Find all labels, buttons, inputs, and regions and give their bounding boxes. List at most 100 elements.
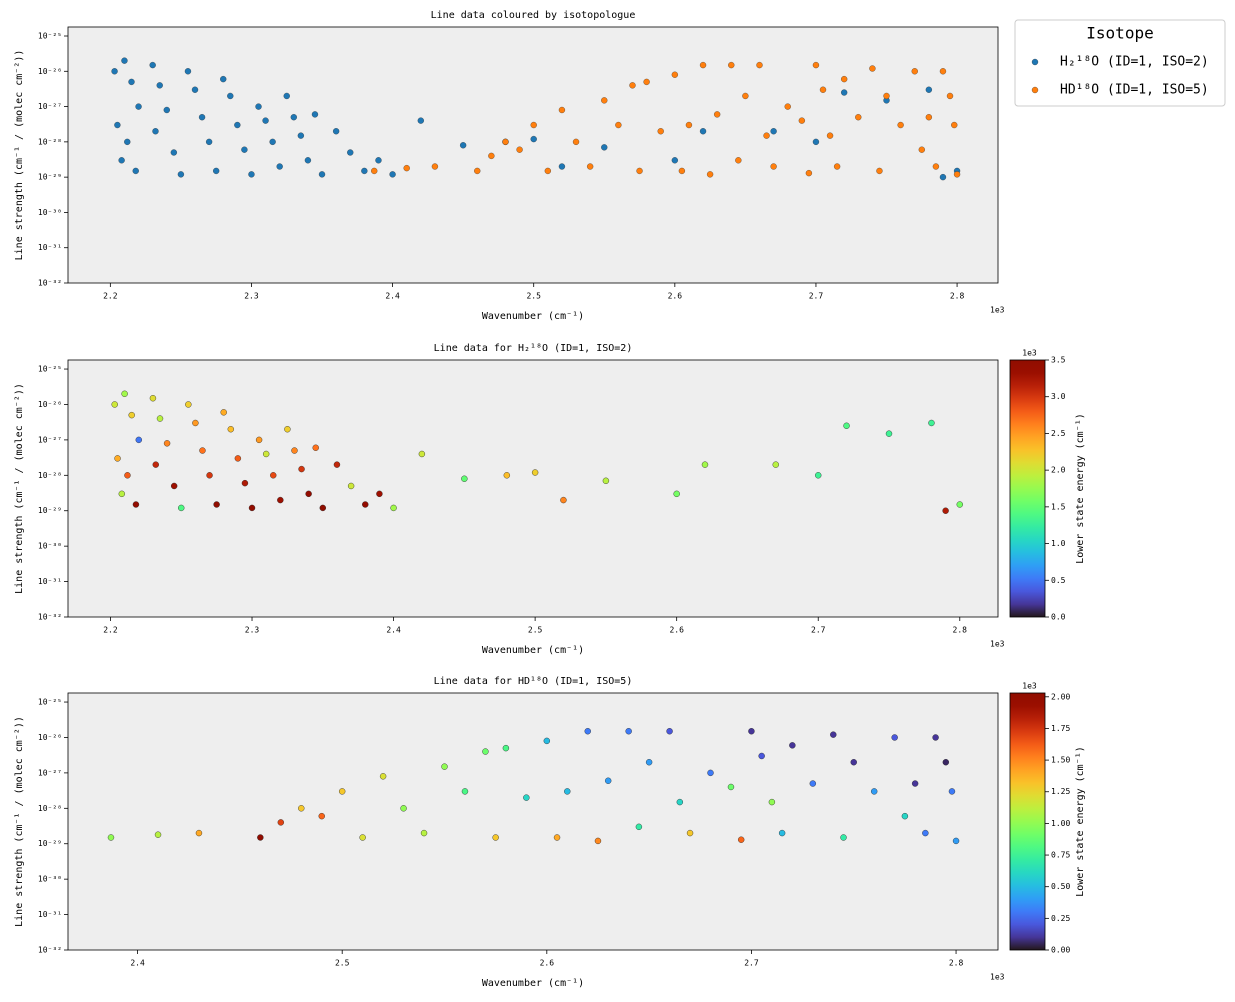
- scatter-point: [946, 92, 954, 100]
- scatter-point: [111, 68, 118, 75]
- scatter-point: [543, 737, 551, 745]
- scatter-point: [241, 479, 249, 487]
- colorbar-offset-text: 1e3: [1022, 349, 1037, 358]
- scatter-point: [154, 831, 162, 838]
- plot-area: [67, 26, 999, 284]
- scatter-point: [118, 157, 125, 164]
- scatter-point: [615, 121, 622, 129]
- scatter-point: [843, 422, 850, 429]
- scatter-point: [830, 731, 837, 738]
- scatter-point: [257, 834, 264, 841]
- colorbar-tick-label: 0.00: [1051, 946, 1070, 955]
- scatter-point: [604, 777, 612, 784]
- colorbar-tick-label: 0.50: [1051, 882, 1070, 891]
- scatter-point: [347, 149, 354, 156]
- scatter-point: [932, 163, 940, 170]
- scatter-point: [815, 472, 822, 479]
- y-tick-label: 10⁻²⁶: [38, 733, 62, 742]
- scatter-point: [269, 138, 276, 146]
- colorbar-tick-label: 2.5: [1051, 429, 1066, 438]
- y-tick-label: 10⁻³²: [38, 946, 62, 955]
- scatter-point: [277, 819, 285, 826]
- y-tick-label: 10⁻³¹: [38, 577, 62, 586]
- scatter-point: [951, 121, 958, 129]
- plot-area: [67, 359, 999, 618]
- scatter-point: [855, 114, 862, 121]
- x-tick-label: 2.5: [335, 959, 350, 968]
- y-tick-label: 10⁻³⁰: [38, 875, 62, 884]
- scatter-point: [953, 171, 961, 178]
- x-tick-label: 2.4: [130, 959, 145, 968]
- scatter-point: [156, 415, 164, 422]
- scatter-point: [163, 440, 171, 447]
- scatter-point: [403, 164, 410, 172]
- scatter-point: [276, 163, 283, 170]
- scatter-point: [132, 167, 139, 175]
- scatter-point: [942, 759, 950, 766]
- scatter-point: [812, 61, 820, 69]
- scatter-point: [833, 163, 841, 170]
- scatter-point: [121, 390, 128, 398]
- y-tick-label: 10⁻²⁷: [38, 768, 62, 777]
- scatter-point: [283, 92, 290, 100]
- x-tick-label: 2.5: [528, 626, 543, 635]
- scatter-point: [482, 748, 489, 755]
- y-tick-label: 10⁻²⁸: [38, 471, 62, 480]
- scatter-point: [564, 788, 571, 795]
- scatter-point: [248, 171, 255, 178]
- scatter-point: [248, 504, 256, 512]
- scatter-point: [461, 788, 469, 795]
- scatter-point: [671, 157, 678, 164]
- y-tick-label: 10⁻³⁰: [38, 542, 62, 551]
- chart-title: Line data for HD¹⁸O (ID=1, ISO=5): [434, 676, 633, 687]
- scatter-point: [530, 121, 537, 129]
- x-axis-label: Wavenumber (cm⁻¹): [482, 978, 584, 989]
- scatter-point: [809, 780, 817, 787]
- scatter-point: [671, 71, 678, 78]
- scatter-point: [184, 68, 192, 75]
- scatter-point: [298, 465, 305, 473]
- x-tick-label: 2.7: [809, 292, 824, 301]
- legend-marker: [1031, 86, 1039, 94]
- x-tick-label: 2.7: [811, 626, 826, 635]
- scatter-point: [461, 475, 468, 482]
- scatter-point: [318, 812, 325, 820]
- scatter-point: [195, 829, 203, 837]
- legend-title: Isotope: [1086, 24, 1153, 43]
- scatter-point: [270, 472, 277, 479]
- scatter-point: [304, 157, 312, 164]
- y-tick-label: 10⁻²⁷: [38, 435, 62, 444]
- y-tick-label: 10⁻²⁹: [38, 839, 62, 848]
- scatter-point: [869, 65, 876, 72]
- scatter-point: [291, 447, 298, 454]
- scatter-point: [290, 114, 297, 121]
- scatter-point: [389, 171, 396, 178]
- scatter-point: [420, 829, 428, 837]
- scatter-point: [124, 472, 131, 479]
- y-tick-label: 10⁻²⁸: [38, 137, 62, 146]
- scatter-point: [812, 138, 820, 146]
- scatter-point: [170, 149, 177, 156]
- scatter-point: [840, 834, 847, 841]
- x-tick-label: 2.8: [950, 292, 965, 301]
- scatter-point: [901, 812, 909, 820]
- scatter-point: [152, 461, 159, 468]
- scatter-point: [319, 504, 326, 512]
- scatter-point: [128, 411, 135, 419]
- scatter-point: [891, 734, 898, 741]
- scatter-point: [400, 805, 407, 812]
- scatter-point: [390, 504, 397, 512]
- x-tick-label: 2.5: [526, 292, 541, 301]
- scatter-point: [699, 128, 707, 135]
- scatter-point: [727, 783, 735, 791]
- colorbar-tick-label: 2.0: [1051, 466, 1066, 475]
- colorbar: [1009, 359, 1046, 618]
- scatter-point: [170, 482, 178, 490]
- scatter-point: [701, 461, 709, 468]
- scatter-point: [601, 144, 608, 151]
- scatter-point: [942, 507, 949, 514]
- y-tick-label: 10⁻²⁵: [38, 365, 62, 374]
- scatter-point: [441, 763, 448, 770]
- y-tick-label: 10⁻²⁵: [38, 698, 62, 707]
